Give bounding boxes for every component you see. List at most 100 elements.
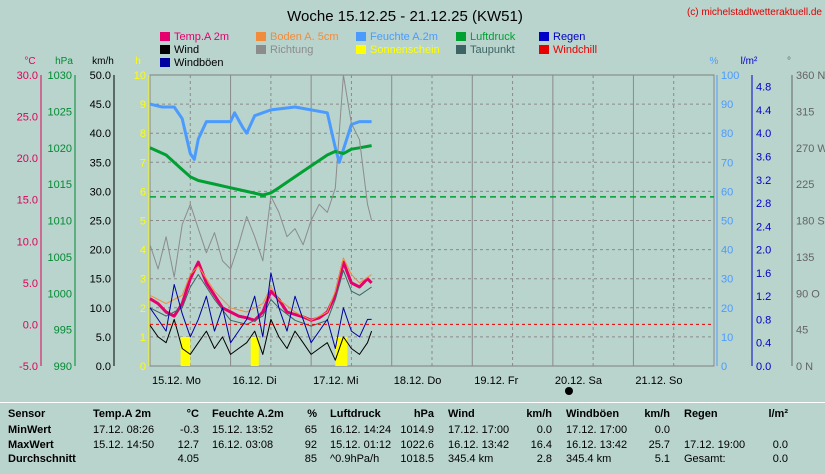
tick-label: 6 — [140, 186, 146, 198]
table-separator — [0, 402, 825, 403]
gust-time: 345.4 km — [566, 453, 612, 465]
tick-label: 35.0 — [90, 157, 111, 169]
tick-label: 0 N — [796, 361, 813, 373]
wind-time: 16.12. 13:42 — [448, 438, 510, 451]
legend-label: Luftdruck — [470, 31, 516, 43]
header-gust: Windböen — [566, 408, 620, 420]
axis-unit-label: ° — [787, 56, 791, 67]
tick-label: 20.0 — [17, 153, 38, 165]
pressure-time: ^0.9hPa/h — [330, 453, 380, 465]
tick-label: 1005 — [48, 252, 72, 264]
gust-value: 5.1 — [654, 453, 670, 465]
tick-label: 270 W — [796, 143, 825, 155]
temp-value: 12.7 — [177, 438, 199, 451]
series-temp-a-2m — [149, 260, 373, 322]
chart-title: Woche 15.12.25 - 21.12.25 (KW51) — [287, 8, 523, 25]
header-temp: Temp.A 2m — [93, 408, 152, 420]
axes: °C30.025.020.015.010.05.00.0-5.0hPa10301… — [17, 56, 825, 395]
humidity-value: 92 — [304, 438, 317, 451]
axis-unit-label: % — [710, 56, 719, 67]
axis-unit-label: l/m² — [741, 56, 758, 67]
tick-label: 9 — [140, 99, 146, 111]
series-wind — [149, 318, 373, 361]
x-tick-label: 19.12. Fr — [474, 375, 518, 387]
legend-swatch — [160, 58, 170, 67]
tick-label: 3.6 — [756, 151, 771, 163]
legend-label: Windchill — [553, 44, 597, 56]
rain-time: 17.12. 19:00 — [684, 438, 746, 451]
tick-label: 80 — [721, 128, 733, 140]
pressure-value: 1014.9 — [400, 424, 434, 436]
tick-label: 30.0 — [90, 186, 111, 198]
tick-label: 1.6 — [756, 268, 771, 280]
header-rain-unit: l/m² — [768, 408, 788, 420]
tick-label: 10 — [134, 70, 146, 82]
tick-label: 5.0 — [23, 278, 38, 290]
tick-label: 4.0 — [756, 128, 771, 140]
tick-label: 30.0 — [17, 70, 38, 82]
axis-unit-label: hPa — [55, 56, 73, 67]
tick-label: 1025 — [48, 106, 72, 118]
series-richtung — [149, 74, 373, 278]
x-tick-label: 15.12. Mo — [152, 375, 201, 387]
x-tick-label: 16.12. Di — [233, 375, 277, 387]
tick-label: 0.0 — [96, 361, 111, 373]
tick-label: 1 — [140, 332, 146, 344]
rain-time: Gesamt: — [684, 453, 726, 465]
header-humidity-unit: % — [307, 408, 317, 420]
tick-label: 0.0 — [23, 319, 38, 331]
header-pressure-unit: hPa — [413, 408, 434, 420]
tick-label: 135 — [796, 252, 814, 264]
tick-label: 2.0 — [756, 245, 771, 257]
gust-time: 17.12. 17:00 — [566, 424, 628, 436]
tick-label: 40 — [721, 245, 733, 257]
legend-label: Feuchte A.2m — [370, 31, 438, 43]
humidity-value: 65 — [304, 424, 317, 436]
tick-label: 315 — [796, 106, 814, 118]
tick-label: 90 — [721, 99, 733, 111]
tick-label: 180 S — [796, 216, 825, 228]
tick-label: 25.0 — [90, 216, 111, 228]
tick-label: 0.8 — [756, 314, 771, 326]
gust-time: 16.12. 13:42 — [566, 438, 628, 451]
legend-label: Temp.A 2m — [174, 31, 229, 43]
legend-label: Taupunkt — [470, 44, 515, 56]
pressure-value: 1022.6 — [400, 438, 434, 451]
pressure-time: 16.12. 14:24 — [330, 424, 392, 436]
tick-label: 15.0 — [90, 274, 111, 286]
temp-value: -0.3 — [180, 424, 199, 436]
tick-label: 15.0 — [17, 195, 38, 207]
series-luftdruck — [149, 144, 372, 197]
tick-label: 1000 — [48, 288, 72, 300]
pressure-value: 1018.5 — [400, 453, 434, 465]
tick-label: 0 — [140, 361, 146, 373]
tick-label: 70 — [721, 157, 733, 169]
rain-value: 0.0 — [772, 438, 788, 451]
x-tick-label: 17.12. Mi — [313, 375, 358, 387]
tick-label: 4.8 — [756, 82, 771, 94]
legend-swatch — [456, 32, 466, 41]
legend-label: Richtung — [270, 44, 313, 56]
tick-label: 0.4 — [756, 338, 771, 350]
temp-value: 4.05 — [177, 453, 199, 465]
statistics-table: Sensor Temp.A 2m °C Feuchte A.2m% Luftdruck h… — [0, 402, 825, 474]
tick-label: 1.2 — [756, 291, 771, 303]
x-tick-label: 20.12. Sa — [555, 375, 603, 387]
axis-unit-label: °C — [24, 56, 35, 67]
tick-label: 45 — [796, 325, 808, 337]
tick-label: 20.0 — [90, 245, 111, 257]
axis-unit-label: km/h — [92, 56, 114, 67]
series-taupunkt — [149, 269, 372, 327]
wind-time: 17.12. 17:00 — [448, 424, 510, 436]
wind-value: 0.0 — [536, 424, 552, 436]
tick-label: 50 — [721, 216, 733, 228]
chart-legend: Temp.A 2m Boden A. 5cm Feuchte A.2m Luftdru… — [160, 31, 597, 69]
tick-label: -5.0 — [19, 361, 38, 373]
humidity-time: 15.12. 13:52 — [212, 424, 274, 436]
legend-swatch — [539, 45, 549, 54]
tick-label: 10.0 — [17, 236, 38, 248]
tick-label: 30 — [721, 274, 733, 286]
tick-label: 10 — [721, 332, 733, 344]
current-time-marker — [564, 387, 573, 395]
tick-label: 20 — [721, 303, 733, 315]
